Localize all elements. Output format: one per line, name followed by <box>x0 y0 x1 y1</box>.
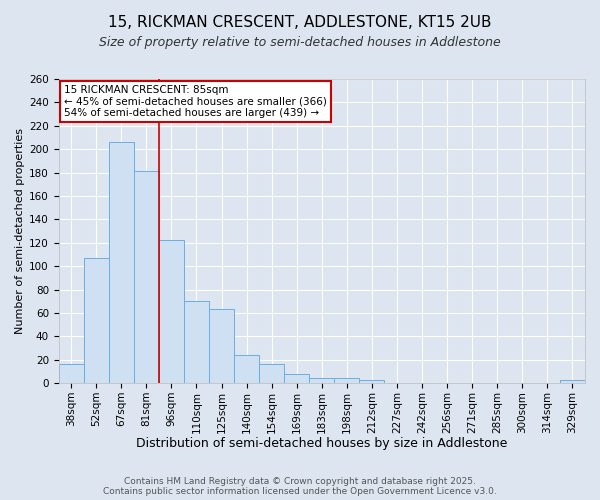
X-axis label: Distribution of semi-detached houses by size in Addlestone: Distribution of semi-detached houses by … <box>136 437 508 450</box>
Bar <box>560 380 585 383</box>
Bar <box>209 310 234 383</box>
Bar <box>159 240 184 383</box>
Y-axis label: Number of semi-detached properties: Number of semi-detached properties <box>15 128 25 334</box>
Bar <box>259 364 284 383</box>
Bar <box>134 172 159 383</box>
Text: Size of property relative to semi-detached houses in Addlestone: Size of property relative to semi-detach… <box>99 36 501 49</box>
Text: Contains public sector information licensed under the Open Government Licence v3: Contains public sector information licen… <box>103 486 497 496</box>
Bar <box>109 142 134 383</box>
Text: Contains HM Land Registry data © Crown copyright and database right 2025.: Contains HM Land Registry data © Crown c… <box>124 476 476 486</box>
Text: 15 RICKMAN CRESCENT: 85sqm
← 45% of semi-detached houses are smaller (366)
54% o: 15 RICKMAN CRESCENT: 85sqm ← 45% of semi… <box>64 85 327 118</box>
Bar <box>59 364 84 383</box>
Bar <box>234 355 259 383</box>
Bar <box>309 378 334 383</box>
Text: 15, RICKMAN CRESCENT, ADDLESTONE, KT15 2UB: 15, RICKMAN CRESCENT, ADDLESTONE, KT15 2… <box>108 15 492 30</box>
Bar <box>334 378 359 383</box>
Bar <box>84 258 109 383</box>
Bar <box>184 301 209 383</box>
Bar <box>284 374 309 383</box>
Bar <box>359 380 385 383</box>
